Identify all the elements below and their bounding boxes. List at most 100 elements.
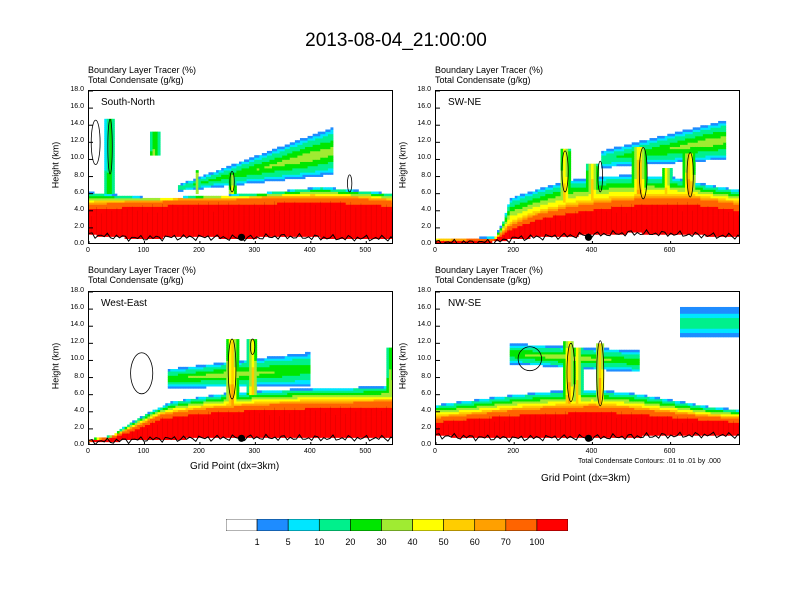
field-cell xyxy=(254,223,258,227)
field-cell xyxy=(282,174,286,177)
field-cell xyxy=(119,200,123,203)
field-cell xyxy=(109,232,113,235)
field-cell xyxy=(111,180,115,184)
field-cell xyxy=(231,206,235,210)
field-cell xyxy=(601,150,605,154)
field-cell xyxy=(195,230,199,233)
field-cell xyxy=(294,212,298,216)
field-cell xyxy=(619,221,622,225)
field-cell xyxy=(155,225,159,229)
field-cell xyxy=(150,227,153,231)
field-cell xyxy=(366,234,369,237)
field-cell xyxy=(272,191,275,195)
field-cell xyxy=(512,197,516,201)
field-cell xyxy=(109,125,113,128)
field-cell xyxy=(317,215,321,218)
field-cell xyxy=(626,208,630,212)
field-cell xyxy=(598,197,602,201)
field-cell xyxy=(132,223,136,227)
field-cell xyxy=(307,227,311,231)
field-cell xyxy=(629,225,633,229)
field-cell xyxy=(152,133,156,137)
field-cell xyxy=(246,236,250,239)
field-cell xyxy=(111,208,115,212)
field-cell xyxy=(213,204,217,207)
field-cell xyxy=(282,230,286,233)
field-cell xyxy=(524,193,528,197)
field-cell xyxy=(335,215,339,218)
field-cell xyxy=(162,202,166,205)
field-cell xyxy=(305,193,308,197)
field-cell xyxy=(310,138,314,141)
field-cell xyxy=(208,232,212,235)
field-cell xyxy=(578,212,582,216)
field-cell xyxy=(307,174,311,177)
field-cell xyxy=(606,163,610,167)
field-cell xyxy=(585,178,589,182)
field-cell xyxy=(606,189,610,192)
field-cell xyxy=(560,217,564,220)
field-cell xyxy=(211,234,214,237)
field-cell xyxy=(611,197,615,201)
field-cell xyxy=(289,172,293,175)
panel2-var-label-2: Total Condensate (g/kg) xyxy=(435,75,531,85)
field-cell xyxy=(211,212,214,216)
field-cell xyxy=(353,215,357,218)
field-cell xyxy=(317,163,321,167)
field-cell xyxy=(198,176,202,180)
field-cell xyxy=(266,176,270,180)
field-cell xyxy=(282,163,286,167)
field-cell xyxy=(109,168,113,171)
field-cell xyxy=(297,168,301,171)
field-cell xyxy=(236,168,240,171)
field-cell xyxy=(287,153,291,156)
field-cell xyxy=(563,159,567,162)
field-cell xyxy=(611,206,615,210)
field-cell xyxy=(363,191,367,195)
field-cell xyxy=(241,195,245,199)
field-cell xyxy=(94,195,98,199)
field-cell xyxy=(578,208,582,212)
field-cell xyxy=(183,185,186,188)
field-cell xyxy=(238,165,242,169)
field-cell xyxy=(241,208,245,212)
field-cell xyxy=(101,221,105,225)
field-cell xyxy=(279,212,283,216)
field-cell xyxy=(532,193,536,197)
field-cell xyxy=(626,161,630,165)
field-cell xyxy=(109,225,113,229)
field-cell xyxy=(99,200,103,203)
field-cell xyxy=(203,232,207,235)
field-cell xyxy=(216,232,220,235)
field-cell xyxy=(124,221,128,225)
field-cell xyxy=(386,217,390,220)
field-cell xyxy=(626,197,630,201)
field-cell xyxy=(231,230,235,233)
field-cell xyxy=(616,191,620,195)
field-cell xyxy=(570,215,574,218)
field-cell xyxy=(233,185,237,188)
field-cell xyxy=(575,215,579,218)
field-cell xyxy=(279,215,283,218)
field-cell xyxy=(297,159,301,162)
field-cell xyxy=(101,208,105,212)
field-cell xyxy=(366,219,369,222)
field-cell xyxy=(216,206,220,210)
field-cell xyxy=(297,206,301,210)
field-cell xyxy=(345,191,349,195)
field-cell xyxy=(274,200,278,203)
field-cell xyxy=(580,195,584,199)
field-cell xyxy=(216,178,220,182)
field-cell xyxy=(327,189,331,192)
field-cell xyxy=(287,234,291,237)
field-cell xyxy=(259,172,263,175)
field-cell xyxy=(386,197,390,201)
field-cell xyxy=(611,189,615,192)
field-cell xyxy=(256,159,260,162)
field-cell xyxy=(195,215,199,218)
field-cell xyxy=(284,197,288,201)
field-cell xyxy=(327,146,331,150)
field-cell xyxy=(183,227,186,231)
field-cell xyxy=(297,208,301,212)
field-cell xyxy=(624,155,628,158)
